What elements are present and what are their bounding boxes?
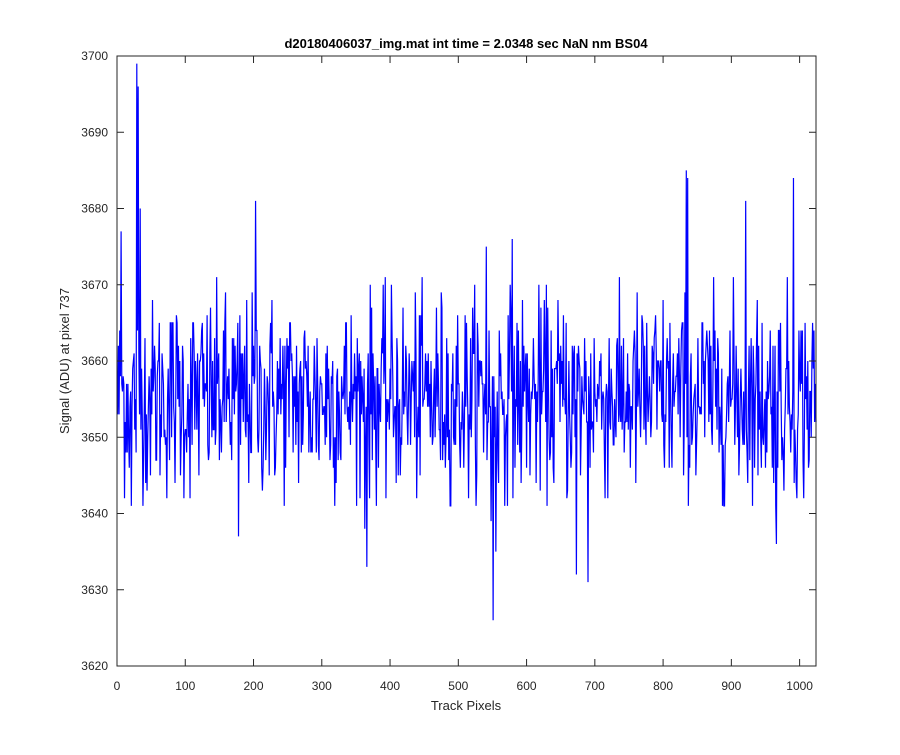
y-tick-label: 3620 xyxy=(81,659,108,673)
signal-series-line xyxy=(117,63,817,621)
y-axis-label: Signal (ADU) at pixel 737 xyxy=(57,288,72,434)
y-tick-label: 3630 xyxy=(81,583,108,597)
x-tick-label: 800 xyxy=(653,679,673,693)
x-axis-label: Track Pixels xyxy=(431,698,502,713)
x-tick-label: 300 xyxy=(312,679,332,693)
y-tick-label: 3670 xyxy=(81,278,108,292)
y-tick-label: 3690 xyxy=(81,125,108,139)
y-tick-label: 3680 xyxy=(81,202,108,216)
x-tick-label: 400 xyxy=(380,679,400,693)
x-tick-label: 100 xyxy=(175,679,195,693)
x-tick-label: 600 xyxy=(517,679,537,693)
x-tick-label: 700 xyxy=(585,679,605,693)
y-tick-label: 3650 xyxy=(81,430,108,444)
chart-title: d20180406037_img.mat int time = 2.0348 s… xyxy=(284,36,648,51)
series-layer xyxy=(117,63,817,621)
y-tick-label: 3700 xyxy=(81,49,108,63)
y-tick-label: 3660 xyxy=(81,354,108,368)
x-tick-label: 900 xyxy=(721,679,741,693)
x-tick-label: 1000 xyxy=(786,679,813,693)
x-tick-label: 500 xyxy=(448,679,468,693)
x-tick-label: 200 xyxy=(244,679,264,693)
x-tick-label: 0 xyxy=(114,679,121,693)
x-axis: 0 100 200 300 400 500 600 700 800 900 1000 xyxy=(114,56,813,693)
y-tick-label: 3640 xyxy=(81,507,108,521)
y-axis: 3620 3630 3640 3650 3660 3670 3680 3690 3700 xyxy=(81,49,816,673)
